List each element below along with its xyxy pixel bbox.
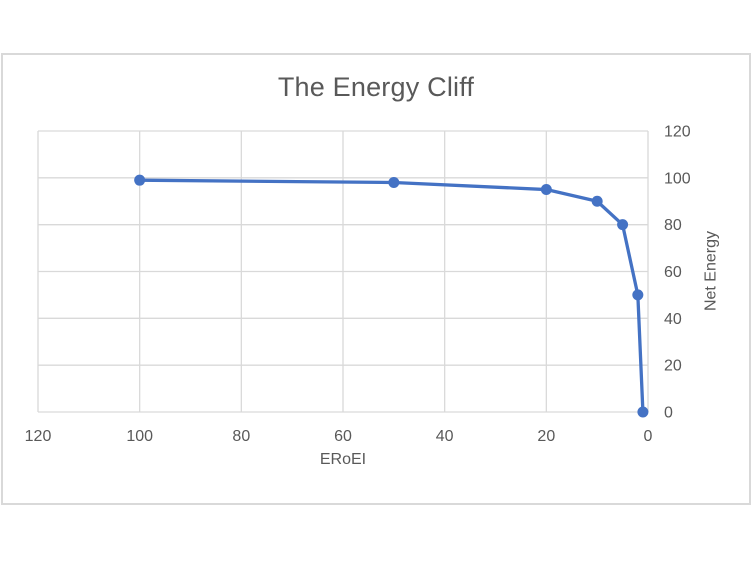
y-tick-label: 40 <box>664 311 682 328</box>
x-tick-label: 100 <box>126 428 153 445</box>
y-axis-title: Net Energy <box>702 230 720 312</box>
x-tick-label: 0 <box>644 428 653 445</box>
x-axis-title: ERoEI <box>319 451 367 468</box>
x-tick-label: 20 <box>537 428 555 445</box>
chart-container <box>1 53 751 505</box>
x-tick-label: 80 <box>232 428 250 445</box>
y-tick-label: 0 <box>664 405 673 422</box>
data-point-marker <box>637 406 649 418</box>
y-tick-label: 60 <box>664 264 682 281</box>
data-point-marker <box>388 177 400 189</box>
data-point-marker <box>632 289 644 301</box>
data-point-marker <box>540 184 552 196</box>
y-tick-label: 120 <box>664 124 691 141</box>
series-line <box>138 178 645 414</box>
data-point-marker <box>134 174 146 186</box>
chart-title: The Energy Cliff <box>277 72 475 102</box>
y-tick-label: 80 <box>664 217 682 234</box>
data-point-marker <box>617 219 629 231</box>
data-point-marker <box>591 195 603 207</box>
x-tick-label: 40 <box>436 428 454 445</box>
y-tick-label: 20 <box>664 358 682 375</box>
y-tick-label: 100 <box>664 170 691 187</box>
x-tick-label: 120 <box>25 428 52 445</box>
x-tick-label: 60 <box>334 428 352 445</box>
